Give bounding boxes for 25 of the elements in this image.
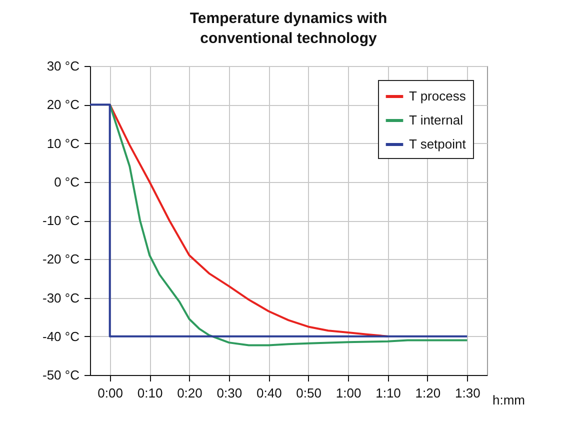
- y-tick-label: 10 °C: [46, 136, 80, 151]
- legend-label: T setpoint: [409, 136, 466, 152]
- y-tick-label: -30 °C: [42, 290, 80, 306]
- x-axis-title: h:mm: [492, 392, 525, 408]
- x-tick-label: 0:10: [137, 386, 163, 400]
- y-tick-label: -20 °C: [42, 252, 80, 267]
- x-tick-label: 0:20: [177, 386, 202, 400]
- legend-label: T process: [409, 88, 466, 104]
- chart-title: Temperature dynamics with conventional technology: [190, 10, 388, 47]
- x-tick-label: 0:00: [98, 386, 123, 400]
- line-series: [108, 104, 389, 338]
- x-tick-label: 1:00: [336, 386, 362, 400]
- y-tick-label: 20 °C: [46, 97, 80, 112]
- legend-label: T internal: [409, 112, 464, 128]
- x-tick-label: 0:30: [216, 386, 242, 400]
- x-tick-label: 1:10: [376, 386, 401, 400]
- y-tick-label: -10 °C: [42, 213, 80, 228]
- y-tick-label: -40 °C: [42, 328, 80, 344]
- x-tick-label: 1:30: [455, 386, 480, 400]
- y-tick-label: -50 °C: [42, 368, 80, 382]
- y-tick-label: 30 °C: [46, 58, 80, 74]
- x-tick-label: 1:20: [415, 386, 441, 400]
- x-tick-label: 0:50: [296, 386, 322, 400]
- y-tick-label: 0 °C: [54, 174, 80, 190]
- x-tick-label: 0:40: [256, 386, 282, 400]
